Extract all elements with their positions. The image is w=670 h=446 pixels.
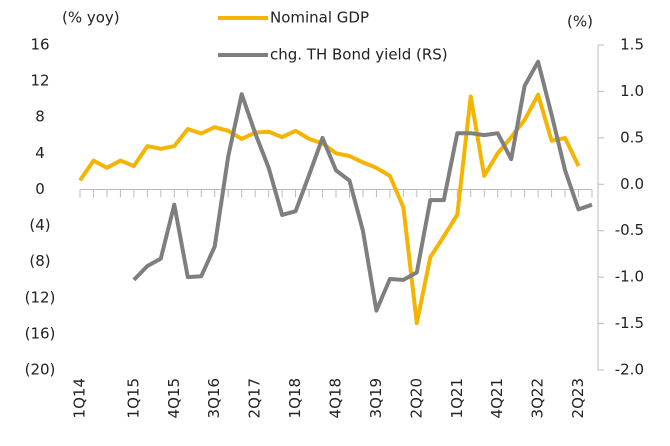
y-tick-label: (20)	[25, 361, 56, 379]
y2-axis-label: (%)	[567, 13, 593, 31]
y-tick-label: 12	[30, 72, 49, 90]
x-tick-label: 3Q22	[529, 378, 547, 418]
x-tick-label: 2Q17	[246, 378, 264, 418]
series-line	[78, 92, 581, 326]
y-tick-label: 4	[35, 144, 45, 162]
y-tick-label: (16)	[25, 324, 56, 342]
y2-tick-label: -0.5	[615, 221, 644, 239]
y-axis-label: (% yoy)	[62, 9, 120, 27]
y2-tick-label: -1.5	[615, 314, 644, 332]
x-tick-label: 1Q15	[124, 378, 142, 418]
y2-tick-label: -2.0	[615, 361, 644, 379]
x-tick-label: 2Q23	[569, 378, 587, 418]
x-tick-label: 3Q16	[205, 378, 223, 418]
legend-label: Nominal GDP	[270, 9, 369, 27]
x-tick-label: 1Q18	[286, 378, 304, 418]
x-tick-label: 3Q19	[367, 378, 385, 418]
x-tick-label: 1Q14	[71, 378, 89, 418]
y2-tick-label: 1.0	[620, 82, 644, 100]
y2-tick-label: 1.5	[620, 36, 644, 54]
x-tick-label: 4Q15	[165, 378, 183, 418]
y2-tick-label: -1.0	[615, 268, 644, 286]
y2-tick-label: 0.5	[620, 128, 644, 146]
series-line	[132, 59, 593, 313]
y-tick-label: (4)	[29, 216, 50, 234]
y-tick-label: (8)	[29, 252, 50, 270]
y-tick-label: (12)	[25, 288, 56, 306]
x-tick-label: 4Q21	[488, 378, 506, 418]
x-tick-label: 4Q18	[327, 378, 345, 418]
x-tick-label: 2Q20	[407, 378, 425, 418]
y2-tick-label: 0.0	[620, 175, 644, 193]
legend-label: chg. TH Bond yield (RS)	[270, 46, 448, 64]
x-tick-label: 1Q21	[448, 378, 466, 418]
y-tick-label: 8	[35, 108, 45, 126]
y-tick-label: 16	[30, 36, 49, 54]
y-tick-label: 0	[35, 180, 45, 198]
